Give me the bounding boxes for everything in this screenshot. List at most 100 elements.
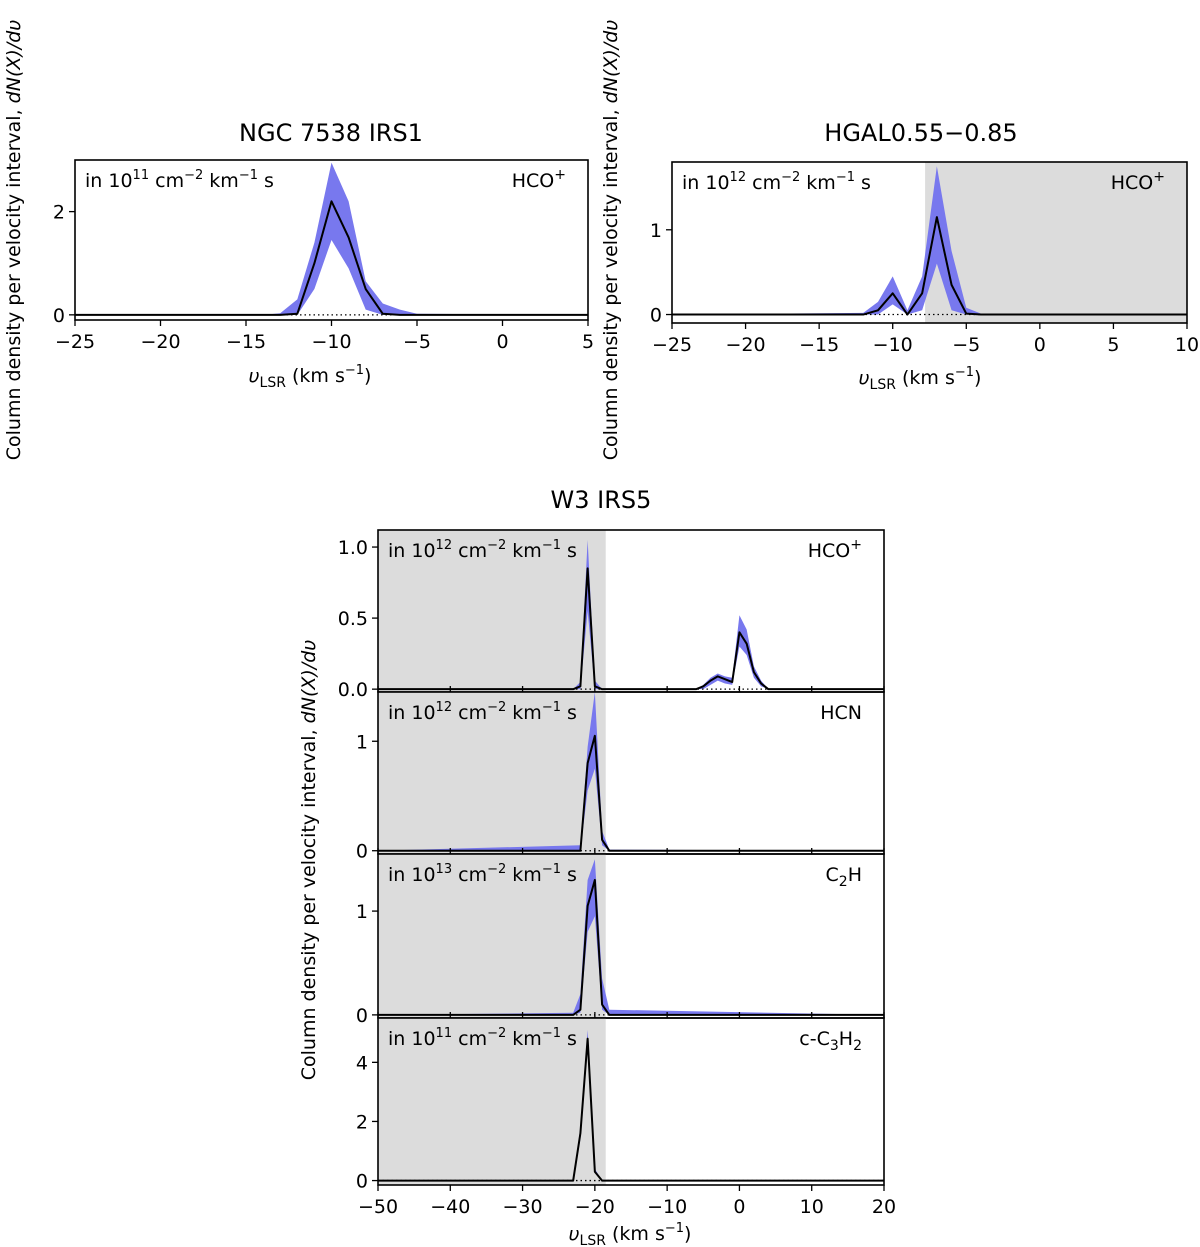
x-tick-label: −10 — [311, 331, 351, 353]
y-axis-label: Column density per velocity interval, dN… — [298, 640, 320, 1081]
panel-hcoplus: 0.0 0.5 1.0 in 1012 cm−2 km−1 s HCO+ — [338, 529, 885, 701]
x-tick-label: −50 — [358, 1196, 398, 1218]
shaded-region — [378, 692, 606, 854]
x-tick-label: 5 — [582, 331, 594, 353]
x-tick-label: −20 — [575, 1196, 615, 1218]
svg-text:Column density per velocity in: Column density per velocity interval, dN… — [600, 20, 622, 461]
unit-annotation: in 1011 cm−2 km−1 s — [85, 168, 274, 192]
y-tick-label: 4 — [356, 1052, 368, 1074]
y-tick-label: 2 — [356, 1111, 368, 1133]
axes-frame — [377, 1017, 885, 1186]
shaded-region — [378, 1018, 606, 1185]
chart-hgal: HGAL0.55−0.85 Column density per velocit… — [600, 20, 1199, 461]
series-line — [378, 1037, 884, 1182]
x-tick-label: 0 — [496, 331, 508, 353]
x-tick-label: 10 — [1175, 334, 1199, 356]
x-tick-label: −20 — [140, 331, 180, 353]
x-tick-label: −25 — [55, 331, 95, 353]
y-axis-label-text: Column density per velocity interval, — [600, 103, 622, 460]
x-tick-label: 0 — [1034, 334, 1046, 356]
series-line — [672, 216, 1187, 316]
x-tick-label: −20 — [726, 334, 766, 356]
x-axis-label-text: υLSR (km s−1) — [569, 1221, 692, 1247]
panel-c-c3h2: 0 2 4 −50 −40 −30 −20 −10 0 10 20 in 1011 cm−2 km−1… — [356, 1017, 896, 1218]
uncertainty-band — [672, 166, 1187, 315]
x-axis-label-text: υLSR (km s−1) — [859, 365, 982, 393]
y-tick-label: 1 — [356, 731, 368, 753]
unit-annotation: in 1012 cm−2 km−1 s — [682, 170, 871, 194]
y-tick-label: 1.0 — [338, 537, 368, 559]
y-tick-label: 0.0 — [338, 679, 368, 701]
x-tick-label: −25 — [652, 334, 692, 356]
y-tick-label: 0 — [650, 305, 662, 327]
species-label: HCO+ — [808, 537, 862, 562]
y-tick-label: 0 — [356, 1171, 368, 1193]
y-axis-label-text: Column density per velocity interval, — [298, 723, 320, 1080]
shaded-region — [925, 162, 1187, 323]
x-tick-label: −15 — [226, 331, 266, 353]
x-axis-label: υLSR (km s−1) — [859, 365, 982, 393]
y-axis-label-math: dN(X)/dυ — [3, 20, 25, 104]
uncertainty-band — [75, 162, 588, 315]
x-axis-label: υLSR (km s−1) — [249, 363, 372, 391]
y-axis-label: Column density per velocity interval, dN… — [3, 20, 25, 461]
y-tick-label: 1 — [650, 220, 662, 242]
species-label: HCO+ — [1111, 169, 1165, 194]
y-tick-label: 2 — [53, 202, 65, 224]
series-line — [75, 200, 588, 316]
unit-annotation: in 1011 cm−2 km−1 s — [388, 1026, 577, 1050]
species-label: c-C3H2 — [799, 1028, 862, 1054]
y-axis-label-math: dN(X)/dυ — [298, 640, 320, 724]
x-tick-label: −5 — [403, 331, 431, 353]
y-axis-label-math: dN(X)/dυ — [600, 20, 622, 104]
species-label: C2H — [826, 864, 863, 890]
y-tick-label: 0 — [53, 305, 65, 327]
svg-text:Column density per velocity in: Column density per velocity interval, dN… — [298, 640, 320, 1081]
shaded-region — [378, 854, 606, 1018]
unit-annotation: in 1012 cm−2 km−1 s — [388, 538, 577, 562]
y-tick-label: 0 — [356, 1005, 368, 1027]
panel-hcn: 0 1 in 1012 cm−2 km−1 s HCN — [356, 691, 885, 863]
shaded-region — [378, 530, 606, 692]
plot-area — [378, 1018, 884, 1185]
panel-hcoplus: 0 2 −25 −20 −15 −10 −5 0 5 in 1011 cm−2 km−1 s HCO… — [53, 159, 594, 353]
unit-annotation: in 1012 cm−2 km−1 s — [388, 700, 577, 724]
y-tick-label: 1 — [356, 901, 368, 923]
x-tick-label: −40 — [430, 1196, 470, 1218]
x-tick-label: −15 — [799, 334, 839, 356]
series-line — [378, 734, 884, 852]
x-axis-label: υLSR (km s−1) — [569, 1221, 692, 1247]
series-line — [378, 567, 884, 691]
panel-hcoplus: 0 1 −25 −20 −15 −10 −5 0 5 10 in 1012 cm−2 km−1 s H… — [650, 161, 1199, 356]
chart-title: NGC 7538 IRS1 — [239, 119, 423, 147]
series-line — [378, 878, 884, 1016]
svg-text:Column density per velocity in: Column density per velocity interval, dN… — [3, 20, 25, 461]
x-tick-label: 20 — [872, 1196, 896, 1218]
plot-area — [378, 854, 884, 1018]
plot-area — [672, 162, 1187, 323]
x-tick-label: 0 — [733, 1196, 745, 1218]
chart-ngc7538-irs1: NGC 7538 IRS1 Column density per velocit… — [3, 20, 594, 461]
x-tick-label: 10 — [800, 1196, 824, 1218]
x-tick-label: −10 — [873, 334, 913, 356]
unit-annotation: in 1013 cm−2 km−1 s — [388, 862, 577, 886]
panel-c2h: 0 1 in 1013 cm−2 km−1 s C2H — [356, 853, 885, 1027]
plot-area — [378, 530, 884, 692]
chart-w3-irs5: W3 IRS5 Column density per velocity inte… — [298, 486, 896, 1247]
y-tick-label: 0 — [356, 841, 368, 863]
x-axis-label-text: υLSR (km s−1) — [249, 363, 372, 391]
y-axis-label-text: Column density per velocity interval, — [3, 103, 25, 460]
y-tick-label: 0.5 — [338, 608, 368, 630]
chart-title: HGAL0.55−0.85 — [824, 119, 1017, 147]
x-tick-label: −30 — [503, 1196, 543, 1218]
species-label: HCO+ — [512, 167, 566, 192]
x-tick-label: −10 — [647, 1196, 687, 1218]
x-tick-label: 5 — [1107, 334, 1119, 356]
plot-area — [75, 162, 588, 316]
axes-frame — [671, 161, 1188, 324]
chart-title: W3 IRS5 — [551, 486, 652, 514]
plot-area — [378, 692, 884, 854]
y-axis-label: Column density per velocity interval, dN… — [600, 20, 622, 461]
x-tick-label: −5 — [952, 334, 980, 356]
